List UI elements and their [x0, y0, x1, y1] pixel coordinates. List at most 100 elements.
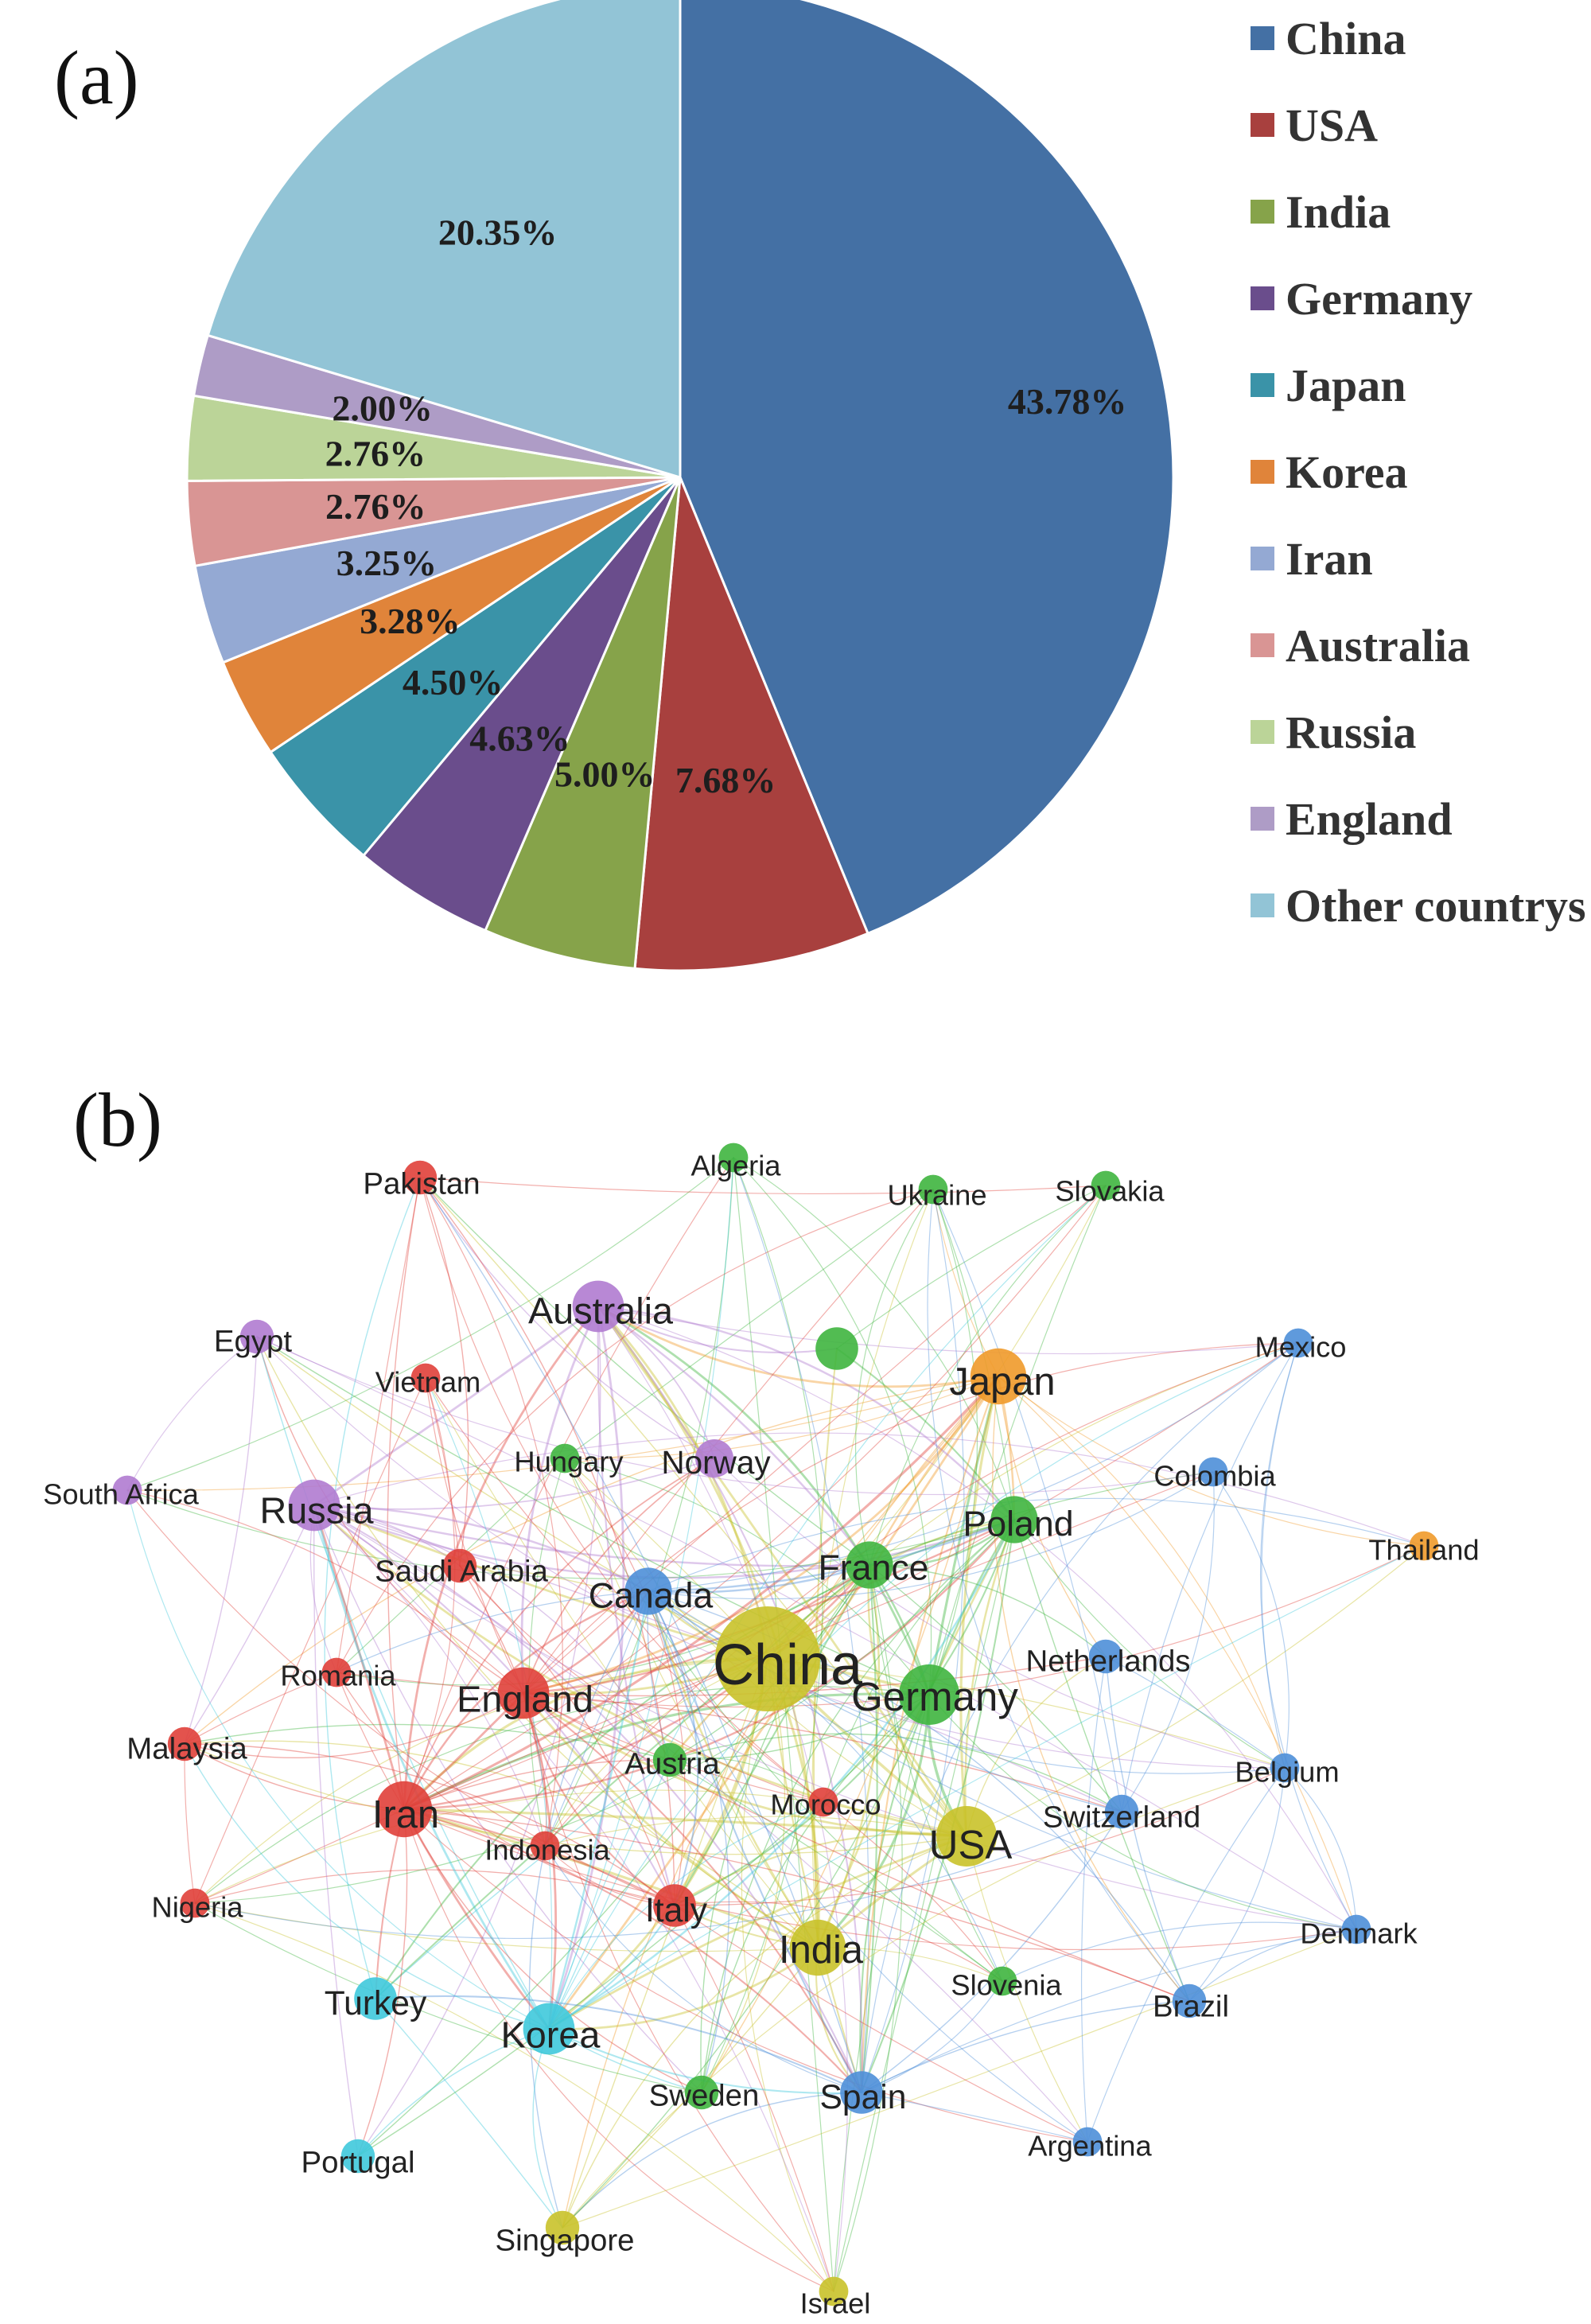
network-node-morocco [808, 1787, 838, 1817]
legend-swatch-usa [1251, 113, 1274, 137]
network-edge [928, 1694, 1357, 1930]
network-edge [313, 1504, 863, 2094]
network-edge [823, 1519, 1015, 1803]
network-edge [959, 1375, 1000, 1838]
network-node-canada [624, 1567, 672, 1615]
network-edge [701, 1694, 930, 2093]
network-edge [548, 1342, 1299, 2030]
network-edge [126, 1489, 524, 1694]
network-edge [701, 1157, 823, 2093]
network-label-france: France [818, 1549, 928, 1588]
network-edge [313, 1504, 968, 1838]
network-edge [403, 1808, 1088, 2143]
network-edge [669, 1757, 824, 1803]
network-label-egypt: Egypt [214, 1324, 293, 1358]
network-node-brazil [1172, 1983, 1207, 2018]
pie-label-england: 2.00% [332, 388, 433, 429]
network-node-indonesia [530, 1831, 560, 1861]
network-edge [562, 1929, 1357, 2229]
network-edge [184, 1672, 337, 1745]
network-edge [126, 1489, 550, 2030]
network-edge [194, 1789, 967, 1904]
network-node-singapore [545, 2210, 580, 2245]
network-node-romania [321, 1657, 352, 1688]
network-node-spain [840, 2071, 883, 2114]
network-edge [700, 1564, 870, 2093]
pie-label-australia: 2.76% [325, 486, 426, 527]
network-edge [860, 1563, 878, 2094]
network-edge [403, 1377, 456, 1810]
legend-swatch-other-countrys [1251, 893, 1274, 917]
network-edge [523, 1692, 1190, 2002]
network-edge [374, 1808, 406, 2000]
network-edge [522, 1563, 871, 1695]
network-edge [562, 1767, 1286, 2229]
network-edge [522, 1691, 863, 2094]
network-edge [256, 1336, 550, 2030]
legend-swatch-india [1251, 200, 1274, 224]
network-edge [523, 1458, 715, 1694]
network-node-china [715, 1606, 820, 1711]
network-edge [966, 1656, 1107, 1837]
network-edge [313, 1505, 834, 2292]
legend-label-india: India [1286, 186, 1391, 238]
network-edge [419, 1177, 563, 1847]
network-node-unlabeled [815, 1327, 858, 1370]
network-edge [597, 1305, 968, 1838]
network-edge [357, 1306, 601, 2157]
network-edge [861, 1929, 1357, 2093]
network-edge [869, 1564, 1122, 1812]
network-node-sweden [684, 2075, 719, 2110]
network-edge [1188, 1929, 1357, 2002]
panel-label-a: (a) [54, 35, 139, 120]
network-edge [374, 1518, 1016, 2000]
network-edge [520, 1305, 600, 1695]
network-label-norway: Norway [661, 1444, 771, 1481]
network-label-germany: Germany [851, 1674, 1018, 1719]
network-edge [647, 1518, 1016, 1593]
network-label-sweden: Sweden [649, 2078, 760, 2112]
network-label-portugal: Portugal [301, 2145, 415, 2179]
network-edge [528, 1590, 649, 2229]
network-label-turkey: Turkey [325, 1984, 427, 2022]
network-edge [522, 1375, 1000, 1695]
legend-label-england: England [1286, 793, 1453, 845]
network-edge [833, 1694, 930, 2292]
network-edge [674, 1901, 1003, 1982]
network-label-singapore: Singapore [495, 2223, 634, 2257]
network-label-spain: Spain [820, 2078, 907, 2116]
network-edge [861, 2092, 1088, 2143]
network-edge [701, 1519, 1015, 2093]
network-edge [562, 1694, 930, 2229]
network-edge [544, 1816, 967, 1847]
network-panel: (b) China USA India Singapore Israel Germany F… [0, 1066, 1591, 2320]
legend-swatch-england [1251, 807, 1274, 831]
network-label-russia: Russia [259, 1489, 374, 1531]
network-label-slovakia: Slovakia [1055, 1175, 1165, 1208]
network-label-switzerland: Switzerland [1043, 1800, 1200, 1834]
network-edge [1259, 1342, 1357, 1930]
network-edge [126, 1489, 675, 1906]
network-edge [357, 1808, 408, 2157]
network-edge [256, 1336, 1214, 1496]
network-edge [733, 1157, 834, 2292]
network-edge [833, 1519, 1015, 2292]
pie-label-india: 5.00% [554, 754, 655, 795]
network-edge [548, 1759, 671, 2030]
network-edge [597, 1305, 676, 1907]
network-edge [403, 1342, 1299, 1810]
network-edge [861, 2000, 1190, 2093]
network-edge [547, 1946, 819, 2030]
legend-label-japan: Japan [1286, 360, 1406, 411]
network-node-denmark [1341, 1914, 1371, 1944]
network-edge [459, 1565, 675, 1906]
network-edge [419, 1177, 967, 1837]
network-node-thailand [1409, 1531, 1439, 1561]
network-edge [998, 1376, 1425, 1547]
network-edge [928, 1375, 1000, 1696]
network-edge [669, 1694, 930, 1761]
network-edge [184, 1743, 550, 2030]
network-node-poland [990, 1496, 1038, 1543]
network-edge [1212, 1471, 1290, 1769]
network-node-slovenia [987, 1966, 1017, 1996]
